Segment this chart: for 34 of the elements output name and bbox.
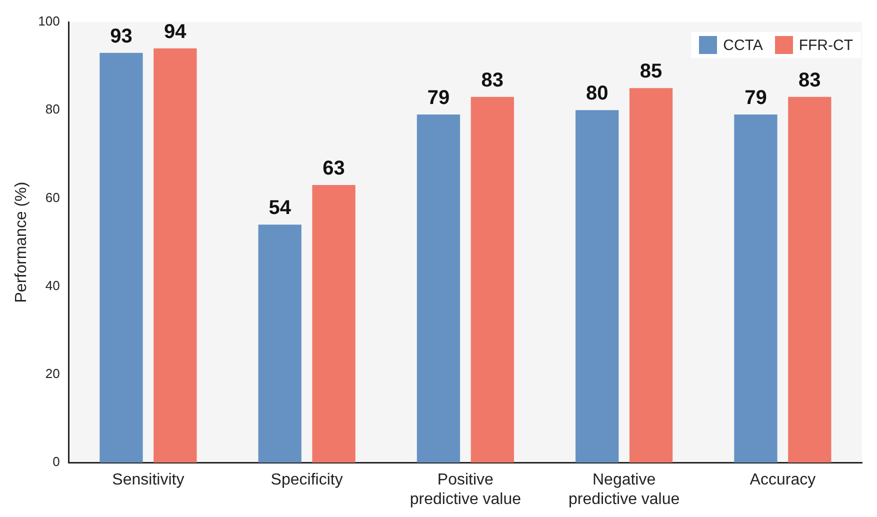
bar: [154, 48, 197, 463]
bar: [416, 114, 460, 463]
x-tick-label: Specificity: [270, 472, 343, 489]
data-label: 79: [427, 87, 450, 110]
data-label: 83: [798, 69, 821, 92]
bar: [470, 96, 514, 463]
legend-label: CCTA: [723, 36, 763, 54]
y-tick-label: 80: [45, 102, 60, 117]
data-label: 79: [744, 87, 767, 110]
data-label: 85: [640, 60, 662, 83]
bar: [629, 88, 673, 463]
bar: [788, 96, 832, 463]
data-label: 93: [110, 25, 132, 48]
data-label: 54: [268, 197, 292, 220]
bar: [312, 185, 356, 463]
y-tick-label: 20: [45, 366, 60, 382]
x-tick-label: Sensitivity: [112, 472, 184, 489]
legend-label: FFR-CT: [798, 36, 853, 54]
data-label: 63: [322, 158, 345, 180]
x-tick-label: Negative predictive value: [568, 472, 680, 508]
bar: [258, 224, 302, 463]
data-label: 94: [164, 20, 188, 43]
y-tick-label: 100: [38, 14, 60, 29]
x-tick-label: Accuracy: [750, 472, 816, 489]
y-tick-label: 0: [52, 454, 60, 470]
bar: [576, 110, 619, 463]
bar: [734, 114, 778, 463]
data-label: 83: [481, 69, 504, 92]
y-tick-label: 40: [45, 278, 60, 293]
bar: [100, 52, 143, 463]
x-tick-label: Positive predictive value: [410, 472, 522, 508]
y-tick-label: 60: [45, 190, 60, 205]
data-label: 80: [586, 82, 608, 105]
y-axis-title: Performance (%): [13, 182, 30, 303]
